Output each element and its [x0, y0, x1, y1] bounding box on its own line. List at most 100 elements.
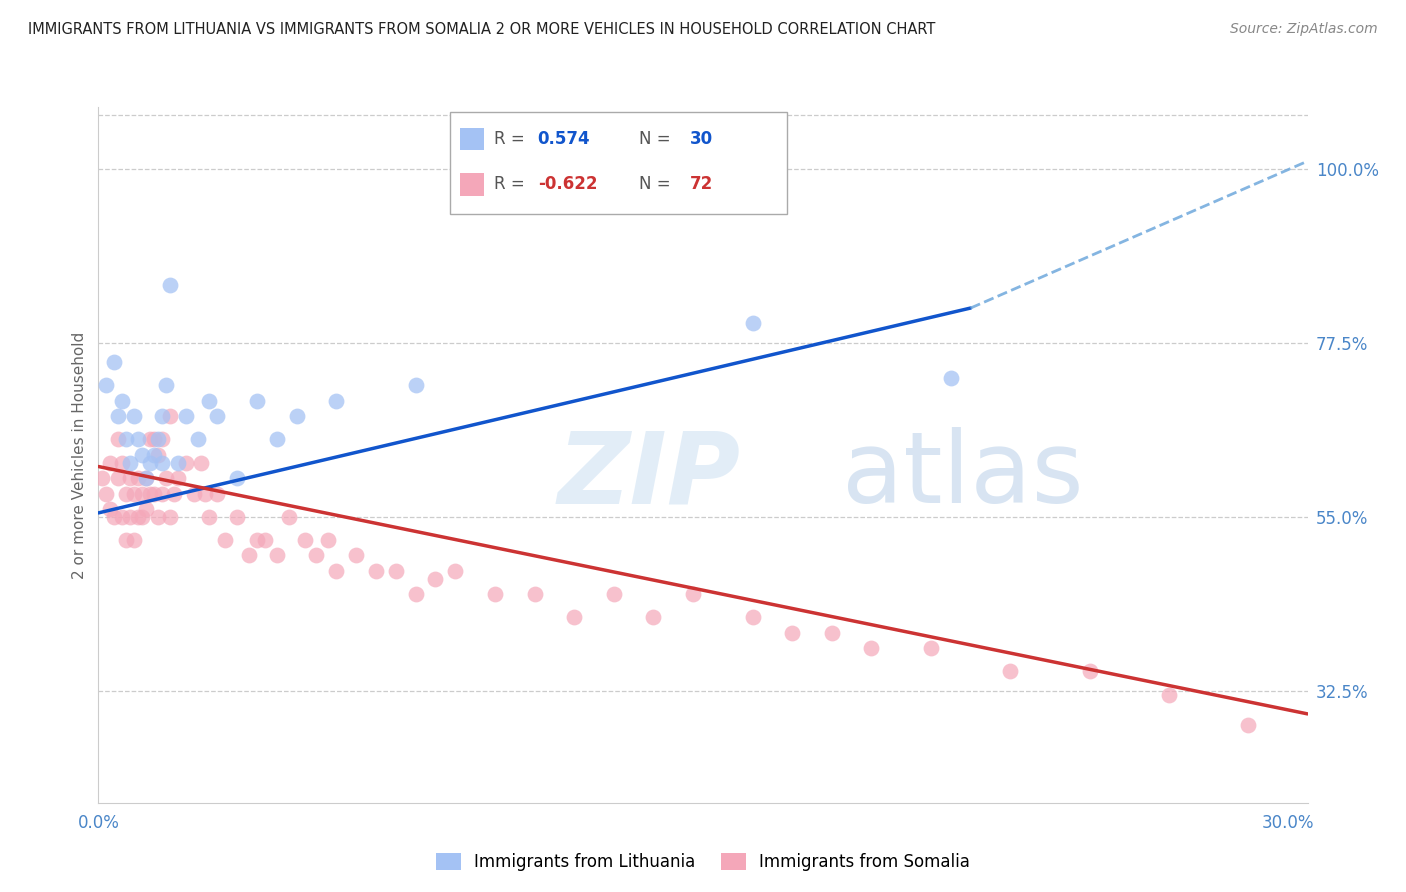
Point	[115, 486, 138, 500]
Text: -0.622: -0.622	[537, 176, 598, 194]
Text: atlas: atlas	[842, 427, 1084, 524]
Point	[96, 486, 118, 500]
Point	[146, 448, 169, 462]
Point	[186, 433, 208, 447]
Point	[425, 572, 447, 586]
Point	[562, 610, 585, 624]
Point	[131, 509, 153, 524]
Text: N =: N =	[638, 176, 676, 194]
Point	[122, 409, 145, 424]
Text: N =: N =	[638, 130, 676, 148]
Point	[159, 409, 181, 424]
Point	[135, 502, 157, 516]
Point	[1078, 665, 1101, 679]
Point	[741, 317, 763, 331]
Point	[174, 456, 197, 470]
Point	[146, 509, 169, 524]
Point	[364, 564, 387, 578]
Point	[198, 509, 221, 524]
Point	[96, 378, 118, 392]
Point	[150, 486, 173, 500]
Point	[111, 393, 134, 408]
Point	[150, 433, 173, 447]
Point	[120, 456, 142, 470]
Point	[115, 433, 138, 447]
Point	[780, 625, 803, 640]
Point	[127, 509, 149, 524]
Point	[198, 393, 221, 408]
Point	[142, 486, 165, 500]
Point	[150, 409, 173, 424]
Point	[103, 355, 125, 369]
Point	[207, 486, 229, 500]
Text: 72: 72	[689, 176, 713, 194]
Point	[344, 549, 367, 563]
Point	[122, 533, 145, 547]
Point	[120, 509, 142, 524]
Point	[159, 509, 181, 524]
Point	[98, 456, 121, 470]
Point	[107, 433, 129, 447]
Point	[643, 610, 665, 624]
Point	[238, 549, 260, 563]
Point	[139, 486, 162, 500]
Point	[603, 587, 626, 601]
Point	[405, 378, 427, 392]
Point	[190, 456, 212, 470]
Point	[135, 471, 157, 485]
Text: 0.574: 0.574	[537, 130, 591, 148]
Point	[111, 456, 134, 470]
Point	[91, 471, 114, 485]
Point	[111, 509, 134, 524]
Point	[305, 549, 328, 563]
Point	[266, 433, 288, 447]
Point	[226, 509, 249, 524]
Point	[127, 433, 149, 447]
Point	[821, 625, 844, 640]
Point	[214, 533, 236, 547]
FancyBboxPatch shape	[460, 128, 484, 151]
Point	[146, 433, 169, 447]
Point	[142, 448, 165, 462]
Point	[98, 502, 121, 516]
Point	[277, 509, 299, 524]
Text: R =: R =	[494, 130, 530, 148]
Point	[246, 393, 269, 408]
Point	[939, 370, 962, 384]
Point	[266, 549, 288, 563]
Text: R =: R =	[494, 176, 530, 194]
Point	[103, 509, 125, 524]
Point	[163, 486, 186, 500]
Text: ZIP: ZIP	[558, 427, 741, 524]
Point	[142, 433, 165, 447]
Point	[122, 486, 145, 500]
Point	[135, 471, 157, 485]
Point	[484, 587, 506, 601]
Point	[150, 456, 173, 470]
Point	[107, 409, 129, 424]
Point	[405, 587, 427, 601]
Point	[325, 393, 347, 408]
Point	[139, 433, 162, 447]
Point	[741, 610, 763, 624]
Point	[444, 564, 467, 578]
Point	[155, 378, 177, 392]
Point	[920, 641, 942, 656]
Legend: Immigrants from Lithuania, Immigrants from Somalia: Immigrants from Lithuania, Immigrants fr…	[429, 847, 977, 878]
Point	[682, 587, 704, 601]
Text: 30: 30	[689, 130, 713, 148]
Point	[1237, 718, 1260, 732]
Point	[860, 641, 883, 656]
Text: Source: ZipAtlas.com: Source: ZipAtlas.com	[1230, 22, 1378, 37]
FancyBboxPatch shape	[460, 173, 484, 195]
Point	[384, 564, 406, 578]
Text: IMMIGRANTS FROM LITHUANIA VS IMMIGRANTS FROM SOMALIA 2 OR MORE VEHICLES IN HOUSE: IMMIGRANTS FROM LITHUANIA VS IMMIGRANTS …	[28, 22, 935, 37]
Point	[207, 409, 229, 424]
Point	[294, 533, 316, 547]
Point	[285, 409, 308, 424]
Point	[127, 471, 149, 485]
Point	[139, 456, 162, 470]
Point	[166, 456, 188, 470]
Point	[155, 471, 177, 485]
Point	[226, 471, 249, 485]
